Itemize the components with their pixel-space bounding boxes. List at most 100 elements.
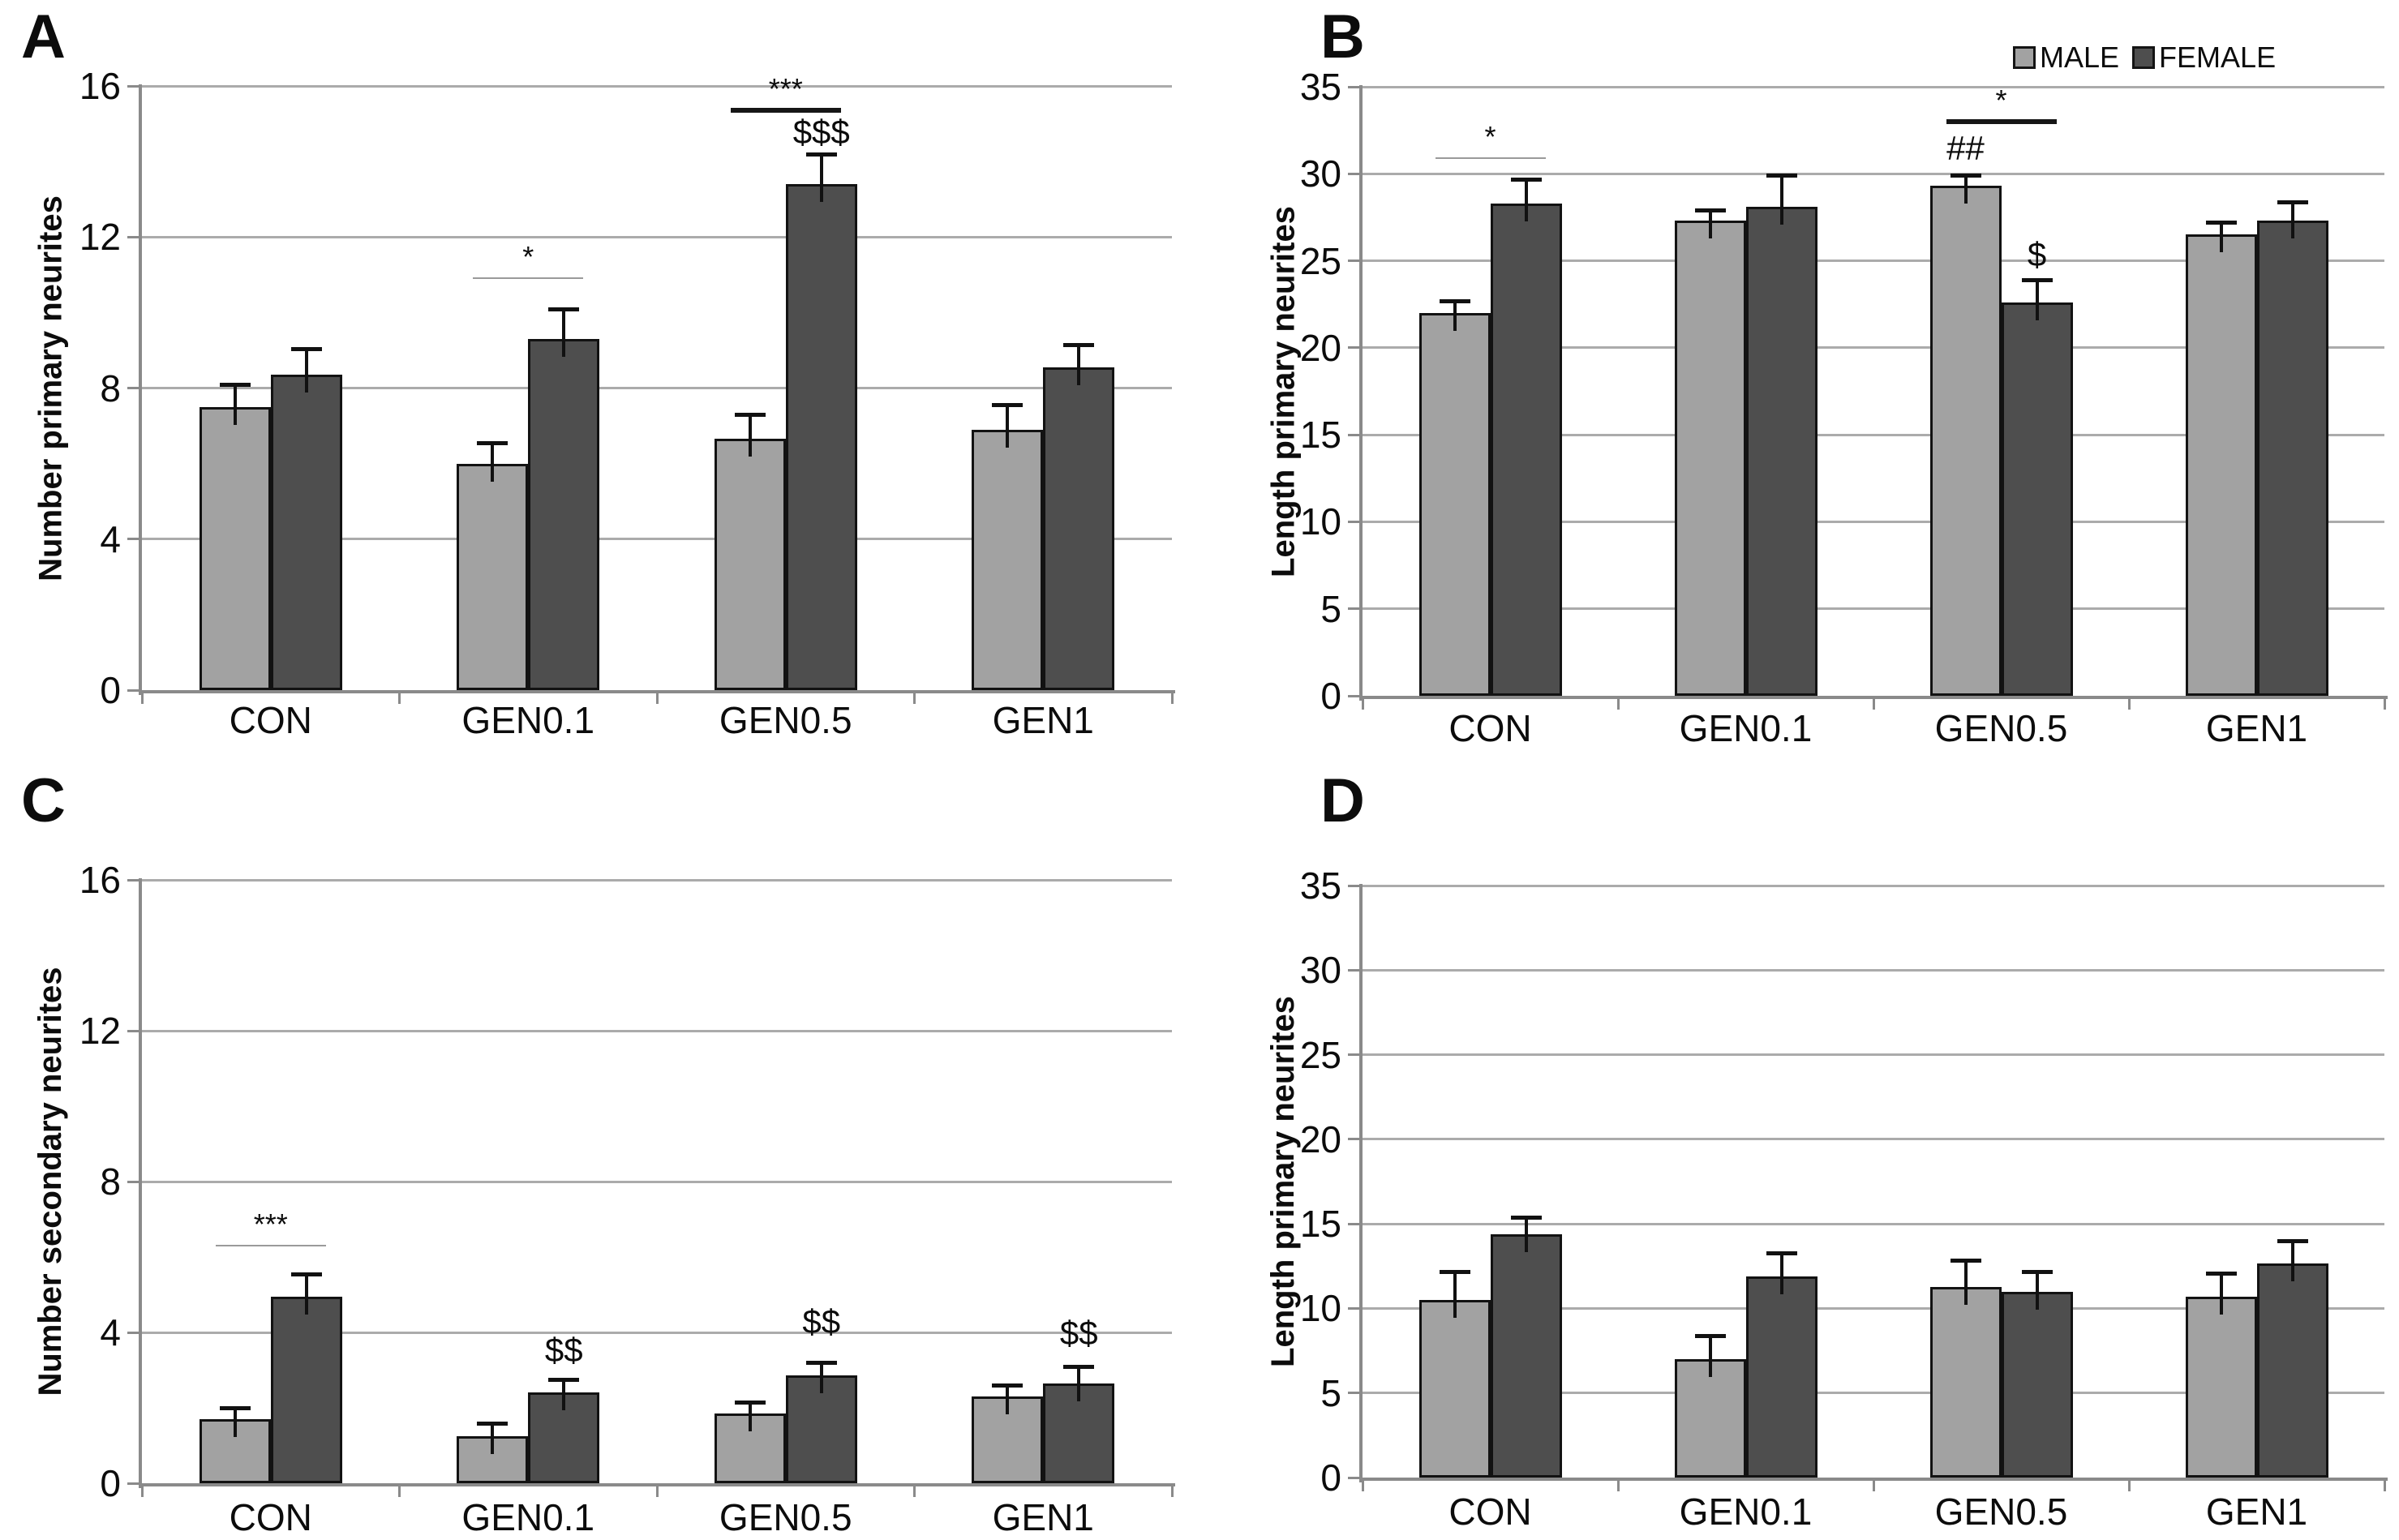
- panel-a-x-tickmark: [655, 693, 659, 704]
- panel-b-error-bar-stem: [1779, 175, 1783, 225]
- panel-c-error-bar-stem: [233, 1408, 237, 1437]
- panel-a-error-bar-stem: [748, 414, 752, 457]
- panel-b-bar-male-gen0.1: [1674, 221, 1746, 696]
- panel-c-error-bar-cap: [734, 1401, 766, 1405]
- panel-d-error-bar-stem: [1779, 1252, 1783, 1294]
- panel-a-error-bar-stem: [1006, 405, 1010, 448]
- panel-b-error-bar-cap: [1950, 174, 1981, 178]
- panel-c-x-tickmark: [140, 1486, 144, 1497]
- panel-b-y-tickmark: [1348, 172, 1359, 175]
- panel-a-y-tickmark: [127, 235, 139, 238]
- panel-b-error-bar-cap: [2021, 278, 2053, 283]
- panel-c-significance-symbol-label: $$: [802, 1302, 841, 1341]
- panel-b-ytick-label: 15: [1299, 414, 1341, 457]
- panel-c-error-bar-stem: [1077, 1366, 1081, 1401]
- panel-d-x-tickmark: [1616, 1481, 1620, 1491]
- panel-d-y-tickmark: [1348, 1476, 1359, 1479]
- panel-d-error-bar-cap: [1510, 1215, 1542, 1220]
- panel-b-x-tickmark: [1361, 699, 1364, 710]
- panel-c-significance-line: [215, 1245, 326, 1247]
- panel-b-category-label-gen0.5: GEN0.5: [1934, 707, 2068, 749]
- panel-a-y-tickmark: [127, 84, 139, 88]
- panel-c-error-bar-cap: [290, 1272, 322, 1276]
- panel-c-x-tickmark: [655, 1486, 659, 1497]
- panel-c-error-bar-stem: [491, 1422, 495, 1454]
- panel-d-category-label-gen0.5: GEN0.5: [1934, 1491, 2068, 1533]
- panel-b-significance-line: [1435, 157, 1546, 159]
- panel-d-gridline: [1363, 968, 2384, 972]
- panel-d-ytick-label: 30: [1299, 949, 1341, 992]
- panel-c-y-tickmark: [127, 1331, 139, 1334]
- panel-b-significance-star-label: *: [1484, 119, 1496, 153]
- panel-a-ytick-label: 12: [79, 216, 121, 259]
- panel-a-significance-star-label: *: [522, 240, 534, 274]
- panel-c-ytick-label: 8: [100, 1160, 121, 1203]
- panel-c-y-axis: [139, 878, 142, 1488]
- panel-a-category-label-gen0.5: GEN0.5: [719, 699, 852, 741]
- panel-c-ytick-label: 16: [79, 859, 121, 901]
- panel-c-y-tickmark: [127, 1180, 139, 1183]
- panel-c-gridline: [142, 1180, 1172, 1183]
- panel-a-ytick-label: 4: [100, 517, 121, 560]
- panel-c-category-label-gen1: GEN1: [992, 1496, 1094, 1538]
- legend-female-swatch: [2132, 46, 2156, 69]
- panel-c-category-label-gen0.1: GEN0.1: [461, 1496, 595, 1538]
- panel-c-y-tickmark: [127, 1029, 139, 1032]
- panel-c-error-bar-stem: [748, 1402, 752, 1431]
- panel-c-significance-star-label: ***: [253, 1208, 288, 1242]
- panel-d-error-bar-stem: [1708, 1335, 1712, 1377]
- panel-b-bar-male-gen0.5: [1929, 186, 2002, 696]
- legend: MALE FEMALE: [2013, 41, 2276, 75]
- panel-b-gridline: [1363, 433, 2384, 436]
- panel-d-error-bar-cap: [2277, 1239, 2308, 1243]
- panel-a-ytick-label: 16: [79, 65, 121, 107]
- panel-b-error-bar-cap: [1439, 298, 1470, 303]
- panel-b-gridline: [1363, 607, 2384, 611]
- panel-d-y-tickmark: [1348, 884, 1359, 887]
- panel-d-category-label-gen0.1: GEN0.1: [1679, 1491, 1813, 1533]
- panel-d-error-bar-cap: [1694, 1333, 1726, 1338]
- panel-a-x-axis: [139, 690, 1175, 693]
- panel-d-bar-female-gen0.1: [1745, 1276, 1817, 1478]
- panel-c-significance-symbol-label: $$: [544, 1331, 583, 1370]
- panel-b-error-bar-stem: [2035, 280, 2039, 321]
- panel-b-y-tickmark: [1348, 85, 1359, 88]
- panel-a-letter: A: [21, 2, 66, 71]
- panel-d-x-tickmark: [1872, 1481, 1875, 1491]
- panel-d-gridline: [1363, 1053, 2384, 1057]
- panel-b-error-bar-stem: [1453, 300, 1457, 331]
- panel-a-x-tickmark: [1170, 693, 1174, 704]
- panel-c-x-tickmark: [1170, 1486, 1174, 1497]
- panel-b-error-bar-cap: [1694, 208, 1726, 213]
- panel-b-error-bar-cap: [1510, 177, 1542, 182]
- panel-a-bar-female-gen0.1: [528, 338, 600, 690]
- panel-a-y-tickmark: [127, 538, 139, 541]
- panel-d-y-tickmark: [1348, 1392, 1359, 1395]
- panel-b-x-tickmark: [2127, 699, 2131, 710]
- panel-d-ytick-label: 10: [1299, 1287, 1341, 1330]
- panel-d-bar-female-con: [1490, 1233, 1562, 1478]
- panel-c-error-bar-cap: [992, 1383, 1024, 1388]
- panel-d-category-label-gen1: GEN1: [2205, 1491, 2308, 1533]
- panel-a-x-tickmark: [398, 693, 401, 704]
- panel-d-bar-male-con: [1418, 1300, 1491, 1478]
- panel-b-gridline: [1363, 520, 2384, 523]
- panel-c-gridline: [142, 878, 1172, 882]
- panel-b-ytick-label: 35: [1299, 66, 1341, 108]
- panel-a-y-axis-title: Number primary neurites: [32, 195, 68, 581]
- panel-d-y-tickmark: [1348, 1053, 1359, 1057]
- panel-c-error-bar-cap: [477, 1421, 509, 1426]
- panel-b-bar-male-gen1: [2185, 234, 2257, 696]
- panel-d-letter: D: [1320, 766, 1365, 835]
- panel-c-x-tickmark: [913, 1486, 916, 1497]
- panel-b-gridline: [1363, 260, 2384, 263]
- panel-a-bar-male-gen0.5: [714, 439, 786, 690]
- panel-d-gridline: [1363, 884, 2384, 887]
- panel-b-category-label-con: CON: [1448, 707, 1532, 749]
- panel-d-error-bar-cap: [1439, 1269, 1470, 1274]
- panel-b-gridline: [1363, 172, 2384, 175]
- panel-c-x-tickmark: [398, 1486, 401, 1497]
- legend-male-label: MALE: [2040, 41, 2120, 74]
- panel-b-ytick-label: 0: [1320, 675, 1341, 717]
- panel-b-y-axis: [1359, 85, 1363, 701]
